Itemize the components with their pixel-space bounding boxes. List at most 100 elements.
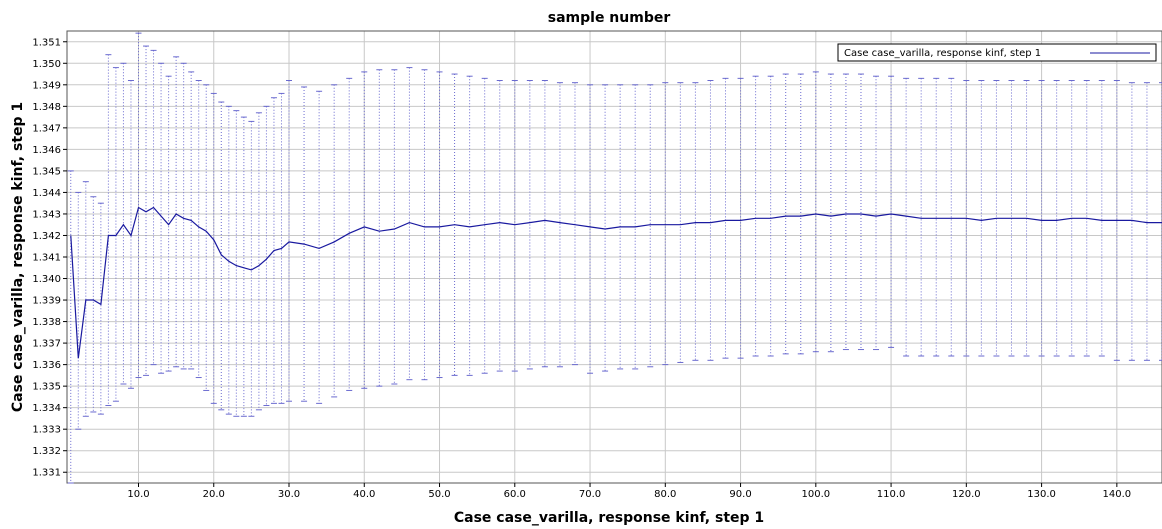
error-bar [90,196,97,413]
error-bar [647,84,654,368]
error-bar [180,62,187,370]
error-bar [263,105,270,407]
legend-entry-label: Case case_varilla, response kinf, step 1 [844,48,1041,59]
error-bar [782,73,789,355]
error-bar [225,105,232,415]
error-bar [481,77,488,374]
error-bar [233,110,240,417]
y-tick-label: 1.338 [32,317,61,328]
y-tick-label: 1.333 [32,425,61,436]
error-bar [286,80,293,402]
y-tick-label: 1.334 [32,403,61,414]
x-tick-label: 110.0 [877,489,906,500]
error-bar [1068,80,1075,357]
x-tick-label: 100.0 [801,489,830,500]
error-bar [112,67,119,402]
error-bar [918,77,925,357]
error-bar [135,32,142,379]
legend-box [837,43,1157,62]
error-bar [1008,80,1015,357]
error-bar [105,54,112,407]
error-bar [143,45,150,376]
y-tick-label: 1.348 [32,102,61,113]
error-bar [933,77,940,357]
y-tick-label: 1.350 [32,59,61,70]
error-bar [1038,80,1045,357]
error-bar [767,75,774,357]
error-bar [541,80,548,368]
y-tick-label: 1.341 [32,253,61,264]
error-bar [248,120,255,417]
x-tick-label: 10.0 [127,489,149,500]
error-bar [842,73,849,351]
y-axis-ticks: 1.331 1.332 1.333 1.334 1.335 1.336 1.337 1.338… [32,37,67,479]
y-tick-label: 1.331 [32,468,61,479]
error-bar [346,77,353,391]
y-tick-label: 1.342 [32,231,61,242]
x-tick-label: 140.0 [1103,489,1132,500]
error-bar [120,62,127,385]
legend: Case case_varilla, response kinf, step 1 [837,43,1157,62]
x-tick-label: 50.0 [428,489,450,500]
error-bar [707,80,714,361]
error-bar [722,77,729,359]
error-bar [511,80,518,372]
y-tick-label: 1.343 [32,209,61,220]
error-bar [406,67,413,381]
error-bar [150,49,157,366]
error-bar [158,62,165,374]
y-tick-label: 1.339 [32,296,61,307]
error-bar [632,84,639,370]
error-bar [278,92,285,404]
x-tick-label: 20.0 [203,489,225,500]
error-bar [195,80,202,379]
error-bar [857,73,864,351]
error-bar [1159,82,1162,361]
error-bar [587,84,594,374]
error-bar [301,86,308,402]
series-lines [70,206,1162,359]
error-bar [75,191,82,430]
error-bar [571,82,578,366]
error-bar [1053,80,1060,357]
error-bar [1113,80,1120,361]
x-tick-label: 80.0 [654,489,676,500]
error-bar [1143,82,1150,361]
y-tick-label: 1.332 [32,446,61,457]
y-tick-label: 1.340 [32,274,61,285]
error-bar [873,75,880,351]
error-bar [436,71,443,379]
error-bar [1083,80,1090,357]
y-tick-label: 1.345 [32,166,61,177]
x-tick-label: 40.0 [353,489,375,500]
error-bar [526,80,533,370]
error-bar [82,181,89,417]
error-bar [203,84,210,391]
error-bar [948,77,955,357]
error-bar [496,80,503,372]
grid [67,31,1162,483]
error-bar [737,77,744,359]
error-bar [797,73,804,355]
error-bar [188,71,195,370]
y-tick-label: 1.335 [32,382,61,393]
error-bar [888,75,895,348]
error-bar [255,112,262,411]
error-bar [827,73,834,353]
x-tick-label: 30.0 [278,489,300,500]
error-bar [752,75,759,357]
error-bar [97,202,104,415]
error-bar [1023,80,1030,357]
error-bar [331,84,338,398]
error-bar [361,71,368,389]
error-bar [270,97,277,404]
y-tick-label: 1.344 [32,188,61,199]
error-bar [376,69,383,387]
x-tick-label: 130.0 [1027,489,1056,500]
error-bar [165,75,172,372]
error-bar [1128,82,1135,361]
y-axis-label: Case case_varilla, response kinf, step 1 [10,102,26,412]
error-bar [421,69,428,381]
error-bar [677,82,684,363]
error-bar [692,82,699,361]
